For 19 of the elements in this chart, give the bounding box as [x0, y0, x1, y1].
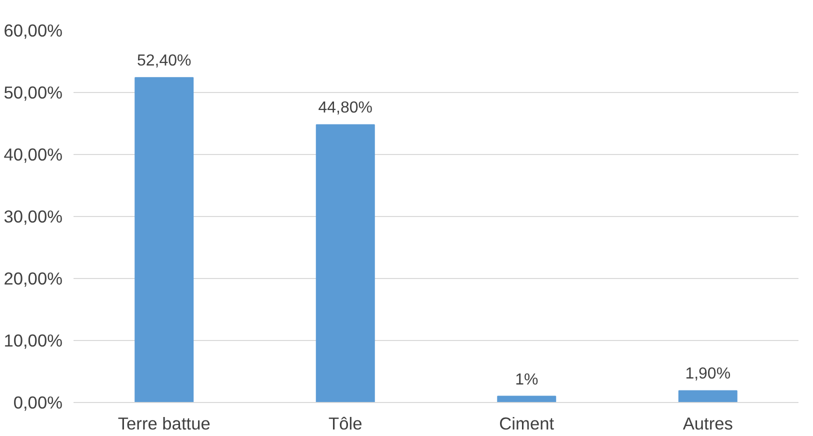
x-tick-label: Terre battue	[118, 414, 210, 434]
x-tick-label: Ciment	[499, 414, 554, 434]
y-tick-label: 60,00%	[4, 20, 63, 40]
y-tick-label: 40,00%	[4, 144, 63, 164]
data-label: 1,90%	[685, 366, 731, 383]
y-tick-label: 50,00%	[4, 82, 63, 102]
y-tick-label: 0,00%	[13, 392, 63, 412]
y-tick-label: 10,00%	[4, 330, 63, 350]
bar	[497, 396, 556, 402]
data-label: 44,80%	[318, 100, 373, 117]
bar	[678, 390, 738, 402]
y-tick-label: 20,00%	[4, 268, 63, 288]
x-tick-label: Autres	[682, 414, 734, 434]
bar	[316, 124, 375, 402]
data-label: 52,40%	[136, 52, 192, 70]
y-tick-label: 30,00%	[4, 206, 63, 226]
bar	[134, 77, 194, 402]
x-tick-label: Tôle	[328, 414, 362, 434]
data-label: 1%	[515, 371, 538, 388]
